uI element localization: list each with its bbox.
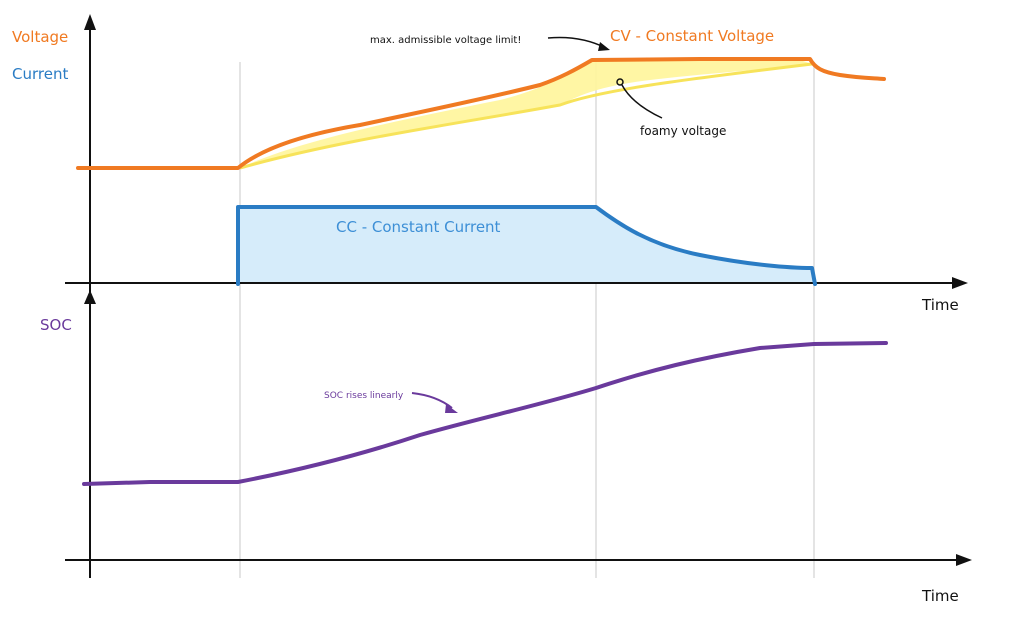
soc-curve	[82, 341, 888, 486]
axis-arrowheads	[84, 14, 972, 566]
cc-annotation: CC - Constant Current	[336, 218, 501, 236]
foamy-voltage-pointer	[621, 84, 663, 119]
max-voltage-annotation: max. admissible voltage limit!	[370, 35, 521, 46]
top-x-arrow	[952, 277, 968, 289]
current-curve	[236, 205, 817, 286]
max-voltage-arrowhead	[598, 42, 610, 51]
foamy-voltage-line	[239, 62, 813, 170]
foamy-voltage-area	[240, 60, 812, 168]
soc-rises-annotation: SOC rises linearly	[324, 391, 404, 401]
voltage-curve	[76, 57, 886, 170]
soc-rises-arrow	[411, 392, 453, 409]
time-label-bottom: Time	[921, 587, 959, 605]
voltage-label: Voltage	[12, 28, 68, 46]
current-label: Current	[12, 65, 68, 83]
current-area	[237, 207, 814, 284]
max-voltage-arrow	[547, 36, 607, 49]
bottom-y-arrow	[84, 290, 96, 304]
bottom-x-arrow	[956, 554, 972, 566]
soc-rises-arrowhead	[445, 404, 458, 413]
foamy-voltage-annotation: foamy voltage	[640, 124, 726, 138]
top-y-arrow	[84, 14, 96, 30]
phase-guides	[239, 62, 815, 578]
foamy-voltage-marker	[616, 78, 624, 86]
axes	[65, 22, 965, 578]
soc-label: SOC	[40, 316, 72, 334]
time-label-top: Time	[921, 296, 959, 314]
cv-annotation: CV - Constant Voltage	[610, 27, 774, 45]
